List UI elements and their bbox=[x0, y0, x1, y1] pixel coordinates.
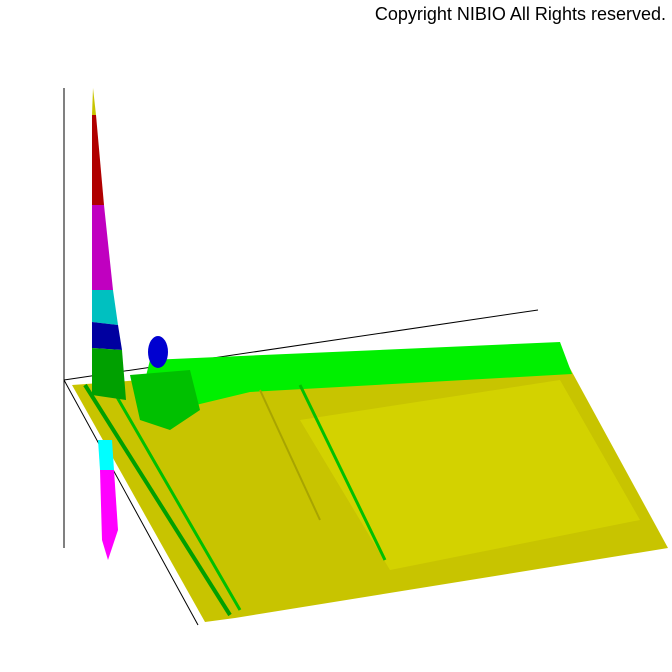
streak bbox=[83, 383, 232, 617]
blue-peak bbox=[148, 336, 168, 368]
peak-band bbox=[92, 322, 122, 350]
streak bbox=[259, 389, 321, 521]
peak-band bbox=[92, 290, 118, 325]
peak-lower bbox=[100, 470, 118, 560]
ridge-front bbox=[130, 370, 200, 430]
streak bbox=[298, 384, 387, 561]
peak-band bbox=[92, 205, 113, 290]
streak bbox=[108, 384, 242, 611]
peak-lower bbox=[98, 440, 114, 470]
surface-highlight bbox=[300, 380, 640, 570]
peak-top bbox=[92, 88, 96, 115]
ridge bbox=[140, 342, 572, 410]
peak-band bbox=[92, 115, 104, 205]
copyright: Copyright NIBIO All Rights reserved. bbox=[374, 4, 666, 24]
front-axis bbox=[63, 379, 199, 626]
depth-axis bbox=[63, 309, 539, 381]
peak-band bbox=[92, 348, 126, 400]
